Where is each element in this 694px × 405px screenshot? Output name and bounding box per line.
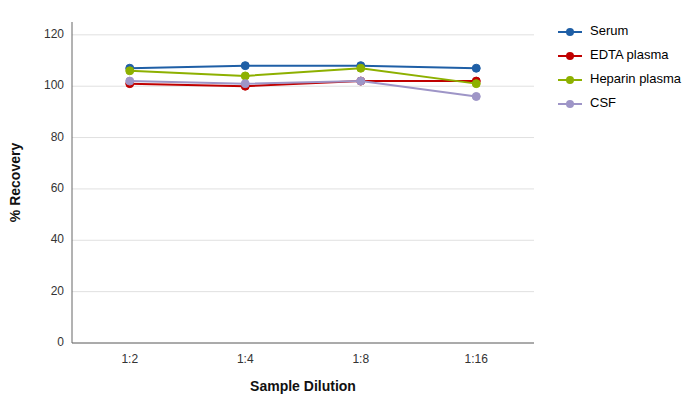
marker — [357, 77, 365, 85]
x-tick-label: 1:2 — [121, 352, 138, 366]
legend: Serum EDTA plasma Heparin plasma CSF — [558, 23, 682, 110]
x-tick-label: 1:16 — [465, 352, 489, 366]
line — [130, 66, 477, 69]
y-tick-label: 40 — [51, 232, 65, 246]
x-axis-line — [72, 343, 534, 344]
y-axis-line — [72, 22, 73, 343]
grid-line — [72, 34, 534, 35]
y-axis-title: % Recovery — [7, 143, 23, 223]
marker — [241, 80, 249, 88]
line — [130, 81, 477, 96]
grid-line — [72, 240, 534, 241]
y-tick-label: 80 — [51, 130, 65, 144]
grid-line — [72, 291, 534, 292]
x-tick-label: 1:8 — [352, 352, 369, 366]
marker — [126, 77, 134, 85]
legend-marker — [566, 76, 574, 84]
legend-marker — [566, 100, 574, 108]
series — [126, 77, 481, 90]
x-tick-label: 1:4 — [237, 352, 254, 366]
grid-line — [72, 343, 534, 344]
series — [126, 77, 481, 100]
grid-line — [72, 188, 534, 189]
marker — [472, 92, 480, 100]
marker — [357, 77, 365, 85]
x-axis-title: Sample Dilution — [250, 378, 356, 394]
y-tick-label: 100 — [44, 78, 64, 92]
y-tick-label: 120 — [44, 27, 64, 41]
legend-label: Heparin plasma — [590, 71, 682, 86]
axes: 0 20 40 60 80 100 120 1:2 1:4 1:8 1:16 — [44, 22, 534, 366]
marker — [357, 64, 365, 72]
marker — [241, 62, 249, 70]
legend-label: Serum — [590, 23, 628, 38]
grid-line — [72, 86, 534, 87]
grid-line — [72, 137, 534, 138]
marker — [472, 64, 480, 72]
marker — [472, 80, 480, 88]
legend-label: CSF — [590, 95, 616, 110]
legend-label: EDTA plasma — [590, 47, 669, 62]
y-tick-label: 0 — [57, 335, 64, 349]
y-tick-label: 60 — [51, 181, 65, 195]
marker — [126, 67, 134, 75]
marker — [241, 72, 249, 80]
plot-area — [126, 62, 481, 101]
series — [126, 64, 481, 87]
y-tick-label: 20 — [51, 284, 65, 298]
legend-marker — [566, 28, 574, 36]
series — [126, 62, 481, 73]
chart: 0 20 40 60 80 100 120 1:2 1:4 1:8 1:16 Sample Dilut… — [0, 0, 694, 405]
legend-marker — [566, 52, 574, 60]
